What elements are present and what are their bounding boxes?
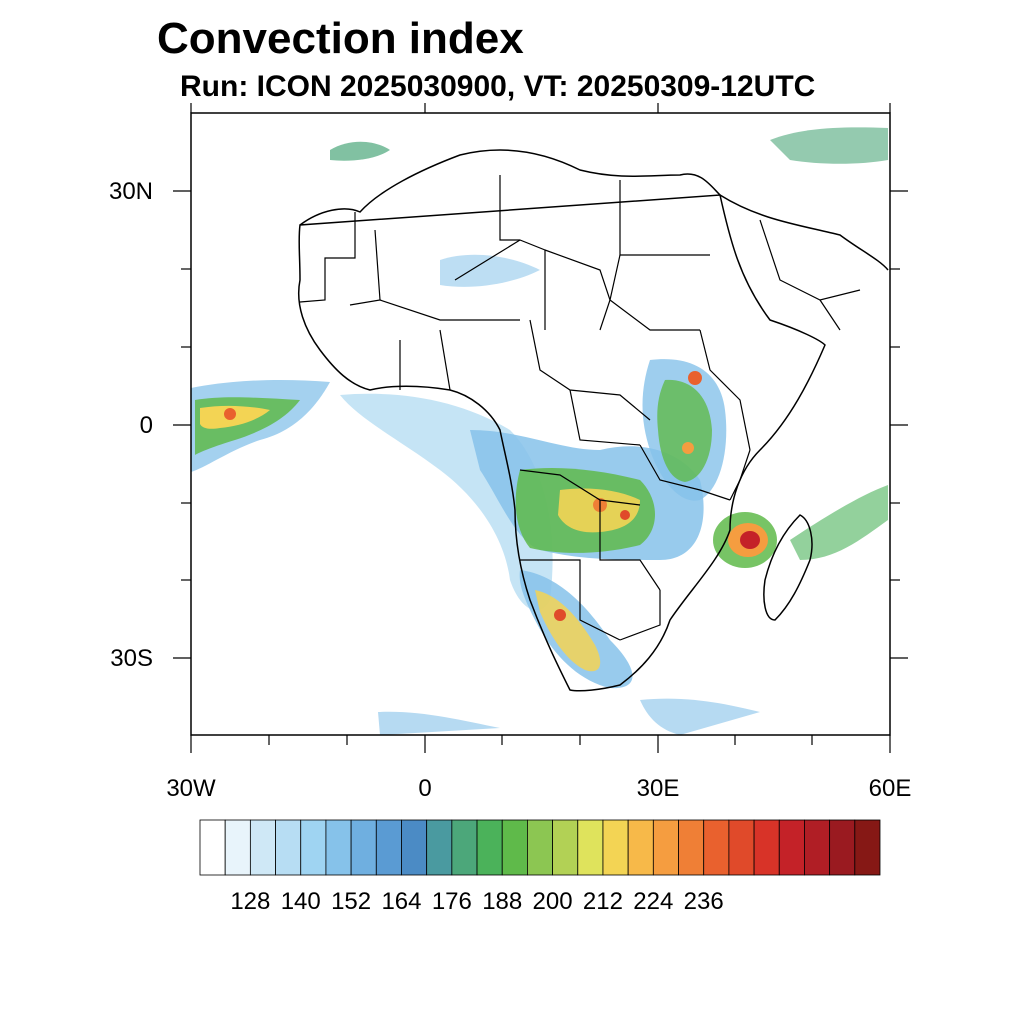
colorbar-swatch [375, 819, 402, 876]
convection-area-sahara [440, 254, 540, 287]
convection-area-south-ocean-east [640, 698, 760, 735]
convection-field [191, 127, 888, 735]
colorbar-swatch [451, 819, 478, 876]
colorbar-swatch [753, 819, 780, 876]
colorbar-label: 212 [582, 888, 623, 915]
colorbar-swatch [249, 819, 276, 876]
colorbar-label: 164 [381, 888, 422, 915]
colorbar-label: 200 [532, 888, 573, 915]
map-subtitle: Run: ICON 2025030900, VT: 20250309-12UTC [180, 70, 816, 103]
lon-label-30e: 30E [636, 775, 680, 802]
convection-peak [224, 408, 236, 420]
colorbar-swatch [401, 819, 428, 876]
convection-peak [554, 609, 566, 621]
colorbar-swatch [275, 819, 302, 876]
colorbar-swatch [552, 819, 579, 876]
colorbar-swatch [778, 819, 805, 876]
convection-area-arabia [770, 127, 888, 164]
colorbar-swatch [577, 819, 604, 876]
coastline-madagascar [763, 514, 813, 621]
colorbar-swatch [829, 819, 856, 876]
convection-area-mediterranean [330, 141, 390, 161]
colorbar-swatch [325, 819, 352, 876]
colorbar-swatch [602, 819, 629, 876]
convection-area-madagascar [790, 485, 888, 560]
convection-peak [620, 510, 630, 520]
lon-label-30w: 30W [166, 775, 216, 802]
map-frame [190, 112, 891, 736]
colorbar-swatch [804, 819, 831, 876]
colorbar-swatch [199, 819, 226, 876]
colorbar-swatch [703, 819, 730, 876]
convection-peak-cyclone [740, 531, 760, 549]
colorbar-swatch [854, 819, 881, 876]
convection-peak [682, 442, 694, 454]
lon-label-60e: 60E [868, 775, 912, 802]
convection-core-southwest [535, 590, 601, 672]
colorbar-label: 188 [482, 888, 523, 915]
convection-peak [688, 371, 702, 385]
colorbar-label: 140 [280, 888, 321, 915]
country-borders [299, 175, 861, 641]
lat-label-30n: 30N [108, 178, 153, 205]
ocean-background [191, 113, 890, 735]
colorbar [199, 819, 881, 876]
colorbar-swatch [300, 819, 327, 876]
colorbar-label: 152 [331, 888, 372, 915]
colorbar-swatch [652, 819, 679, 876]
convection-core-east-africa [657, 379, 712, 482]
colorbar-swatch [426, 819, 453, 876]
colorbar-label: 128 [230, 888, 271, 915]
map-title: Convection index [157, 14, 524, 63]
colorbar-swatch [501, 819, 528, 876]
colorbar-swatch [350, 819, 377, 876]
map-panel [173, 103, 908, 753]
colorbar-label: 224 [633, 888, 674, 915]
colorbar-swatch [728, 819, 755, 876]
colorbar-swatch [224, 819, 251, 876]
colorbar-label: 236 [683, 888, 724, 915]
colorbar-swatch [527, 819, 553, 876]
coastline [298, 149, 889, 692]
convection-area-south-ocean [378, 711, 500, 735]
lon-ticks [190, 103, 891, 753]
colorbar-swatch [627, 819, 654, 876]
lat-ticks [173, 190, 908, 659]
colorbar-label: 176 [431, 888, 472, 915]
lon-label-0: 0 [418, 775, 432, 802]
lat-label-0: 0 [139, 412, 153, 439]
colorbar-swatch [476, 819, 503, 876]
lat-label-30s: 30S [110, 645, 153, 672]
colorbar-swatch [678, 819, 705, 876]
